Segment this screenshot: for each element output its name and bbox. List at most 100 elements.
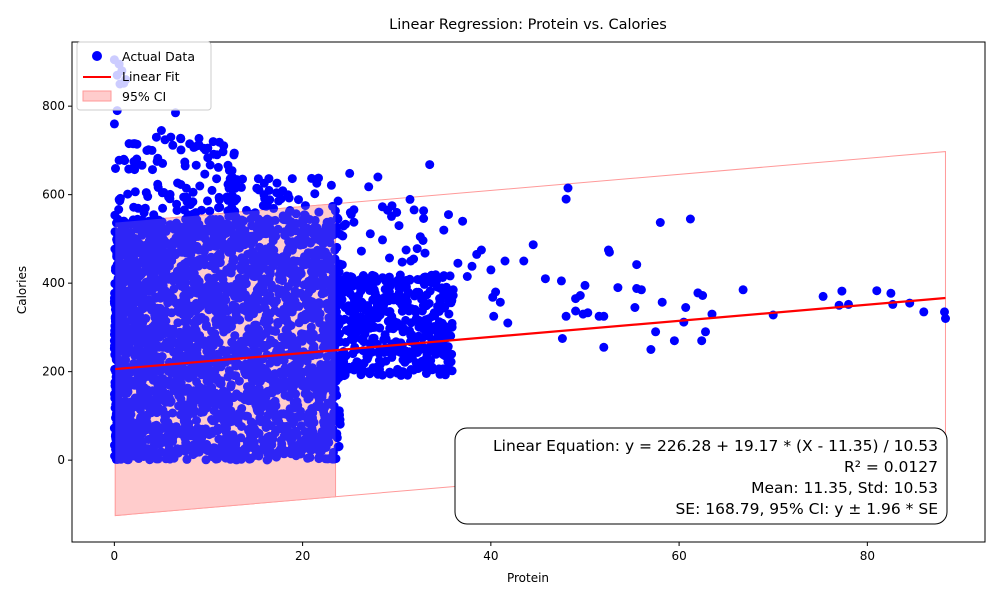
data-point	[313, 306, 323, 316]
data-point	[571, 306, 581, 316]
data-point	[346, 209, 356, 219]
data-point	[178, 405, 188, 415]
data-point	[186, 250, 196, 260]
data-point	[563, 183, 573, 193]
data-point	[285, 404, 295, 414]
data-point	[168, 293, 178, 303]
data-point	[232, 238, 241, 248]
data-point	[306, 322, 316, 332]
data-point	[203, 369, 213, 379]
data-point	[940, 307, 949, 317]
data-point	[371, 295, 381, 305]
data-point	[941, 314, 950, 323]
data-point	[133, 422, 143, 432]
data-point	[152, 454, 162, 464]
data-point	[333, 196, 343, 206]
data-point	[144, 229, 154, 239]
data-point	[276, 409, 286, 419]
data-point	[133, 312, 143, 322]
data-point	[147, 145, 157, 155]
data-point	[330, 387, 340, 397]
data-point	[254, 266, 264, 276]
data-point	[334, 441, 344, 451]
data-point	[110, 279, 120, 288]
data-point	[408, 348, 418, 357]
data-point	[651, 327, 661, 337]
data-point	[169, 425, 179, 435]
data-point	[176, 145, 186, 155]
data-point	[173, 318, 183, 328]
data-point	[164, 436, 174, 446]
data-point	[357, 274, 367, 284]
data-point	[265, 358, 275, 368]
annotation-box	[454, 427, 948, 525]
data-point	[187, 431, 196, 441]
data-point	[266, 421, 276, 431]
data-point	[181, 297, 191, 307]
data-point	[242, 205, 251, 215]
data-point	[419, 214, 429, 223]
data-point	[318, 239, 328, 249]
annotation-mean-std: Mean: 11.35, Std: 10.53	[751, 479, 938, 497]
annotation-r-squared: R² = 0.0127	[844, 458, 938, 476]
data-point	[322, 217, 332, 227]
data-point	[280, 337, 290, 347]
data-point	[446, 331, 456, 341]
data-point	[212, 298, 221, 308]
data-point	[489, 311, 499, 321]
data-point	[503, 318, 513, 328]
data-point	[284, 392, 294, 402]
data-point	[187, 397, 197, 407]
data-point	[325, 256, 335, 266]
data-point	[215, 252, 225, 262]
data-point	[141, 277, 151, 287]
data-point	[203, 153, 213, 163]
data-point	[380, 333, 390, 342]
data-point	[886, 288, 896, 298]
data-point	[195, 254, 205, 264]
data-point	[200, 169, 210, 179]
data-point	[230, 302, 240, 311]
data-point	[255, 338, 265, 348]
data-point	[172, 366, 182, 376]
data-point	[421, 364, 431, 374]
data-point	[297, 336, 307, 346]
data-point	[416, 322, 426, 332]
data-point	[234, 408, 244, 418]
data-point	[151, 293, 160, 303]
data-point	[632, 260, 642, 270]
data-point	[433, 330, 443, 340]
data-point	[412, 244, 422, 254]
data-point	[630, 303, 640, 312]
data-point	[394, 320, 404, 330]
data-point	[219, 438, 229, 448]
data-point	[318, 286, 328, 296]
data-point	[149, 218, 158, 228]
data-point	[205, 206, 215, 216]
data-point	[447, 318, 457, 328]
data-point	[190, 323, 200, 333]
data-point	[350, 306, 360, 316]
data-point	[316, 360, 326, 369]
x-tick-label: 80	[860, 549, 875, 563]
data-point	[215, 379, 225, 388]
data-point	[378, 235, 387, 245]
data-point	[172, 444, 182, 454]
data-point	[140, 203, 150, 213]
data-point	[286, 449, 296, 459]
data-point	[230, 331, 240, 341]
data-point	[319, 326, 329, 336]
y-tick-label: 400	[42, 276, 65, 290]
data-point	[215, 195, 224, 205]
data-point	[133, 214, 142, 224]
data-point	[599, 311, 609, 321]
data-point	[405, 275, 415, 285]
data-point	[180, 161, 190, 171]
data-point	[158, 241, 168, 251]
data-point	[113, 336, 123, 346]
data-point	[396, 338, 406, 348]
data-point	[136, 270, 146, 279]
data-point	[273, 319, 283, 329]
data-point	[330, 206, 340, 216]
data-point	[185, 309, 195, 319]
